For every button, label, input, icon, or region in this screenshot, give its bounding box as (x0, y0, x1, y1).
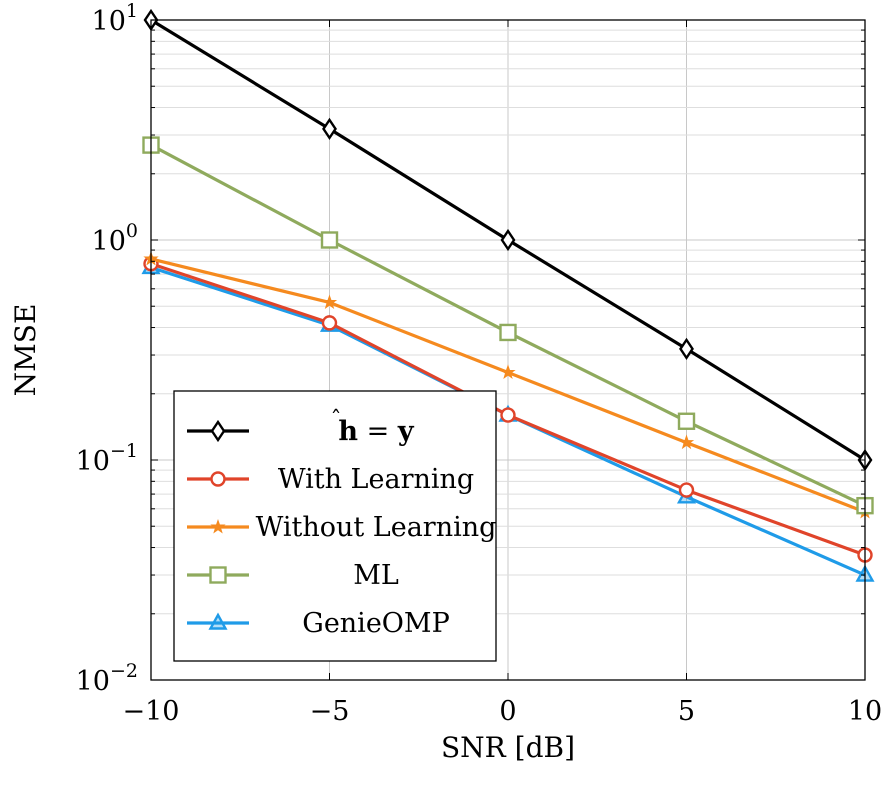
legend-label: h = y (338, 416, 414, 447)
data-point (320, 231, 339, 249)
data-point (500, 364, 516, 379)
series-group (141, 8, 875, 582)
y-axis-label: NMSE (9, 304, 42, 397)
data-point (499, 323, 517, 342)
legend-item: Without Learning (187, 512, 496, 543)
legend-label: GenieOMP (302, 608, 450, 639)
x-tick-label: 0 (499, 696, 516, 727)
legend-item: With Learning (187, 464, 474, 495)
x-tick-label: 5 (678, 696, 695, 727)
data-point (500, 228, 516, 252)
y-tick-labels: 10−2 10−1 100 101 (76, 0, 138, 697)
data-point (321, 294, 338, 309)
y-tick-label: 10−1 (76, 440, 138, 477)
x-axis-label: SNR [dB] (441, 731, 575, 764)
legend: h = yˆ With Learning Without Learning ML Gen… (173, 390, 497, 662)
axis-ticks (150, 20, 866, 681)
legend-swatch-marker (210, 419, 226, 443)
x-tick-labels: −10 −5 0 5 10 (123, 696, 883, 727)
legend-label: ML (353, 560, 399, 591)
series-diamond (143, 8, 873, 472)
legend-item: h = yˆ (187, 408, 415, 447)
y-tick-label: 100 (92, 220, 138, 257)
x-tick-label: −5 (310, 696, 350, 727)
legend-label: With Learning (278, 464, 474, 495)
data-point (678, 482, 695, 498)
legend-hat-accent: ˆ (331, 408, 342, 433)
x-tick-label: 10 (848, 696, 882, 727)
y-tick-label: 101 (92, 0, 138, 37)
x-tick-label: −10 (123, 696, 180, 727)
y-tick-label: 10−2 (76, 660, 138, 697)
legend-label: Without Learning (256, 512, 497, 543)
data-point (679, 337, 694, 361)
data-point (500, 407, 516, 423)
legend-swatch-marker (209, 566, 227, 584)
data-point (678, 434, 695, 450)
data-point (322, 117, 337, 141)
data-point (677, 412, 696, 430)
legend-swatch-marker (208, 612, 228, 630)
series-circle (143, 256, 873, 563)
legend-swatch-marker (210, 471, 226, 487)
series-square (142, 136, 874, 515)
legend-item: GenieOMP (187, 608, 450, 639)
legend-item: ML (187, 560, 399, 591)
legend-swatch-marker (210, 518, 226, 534)
data-point (321, 315, 338, 331)
